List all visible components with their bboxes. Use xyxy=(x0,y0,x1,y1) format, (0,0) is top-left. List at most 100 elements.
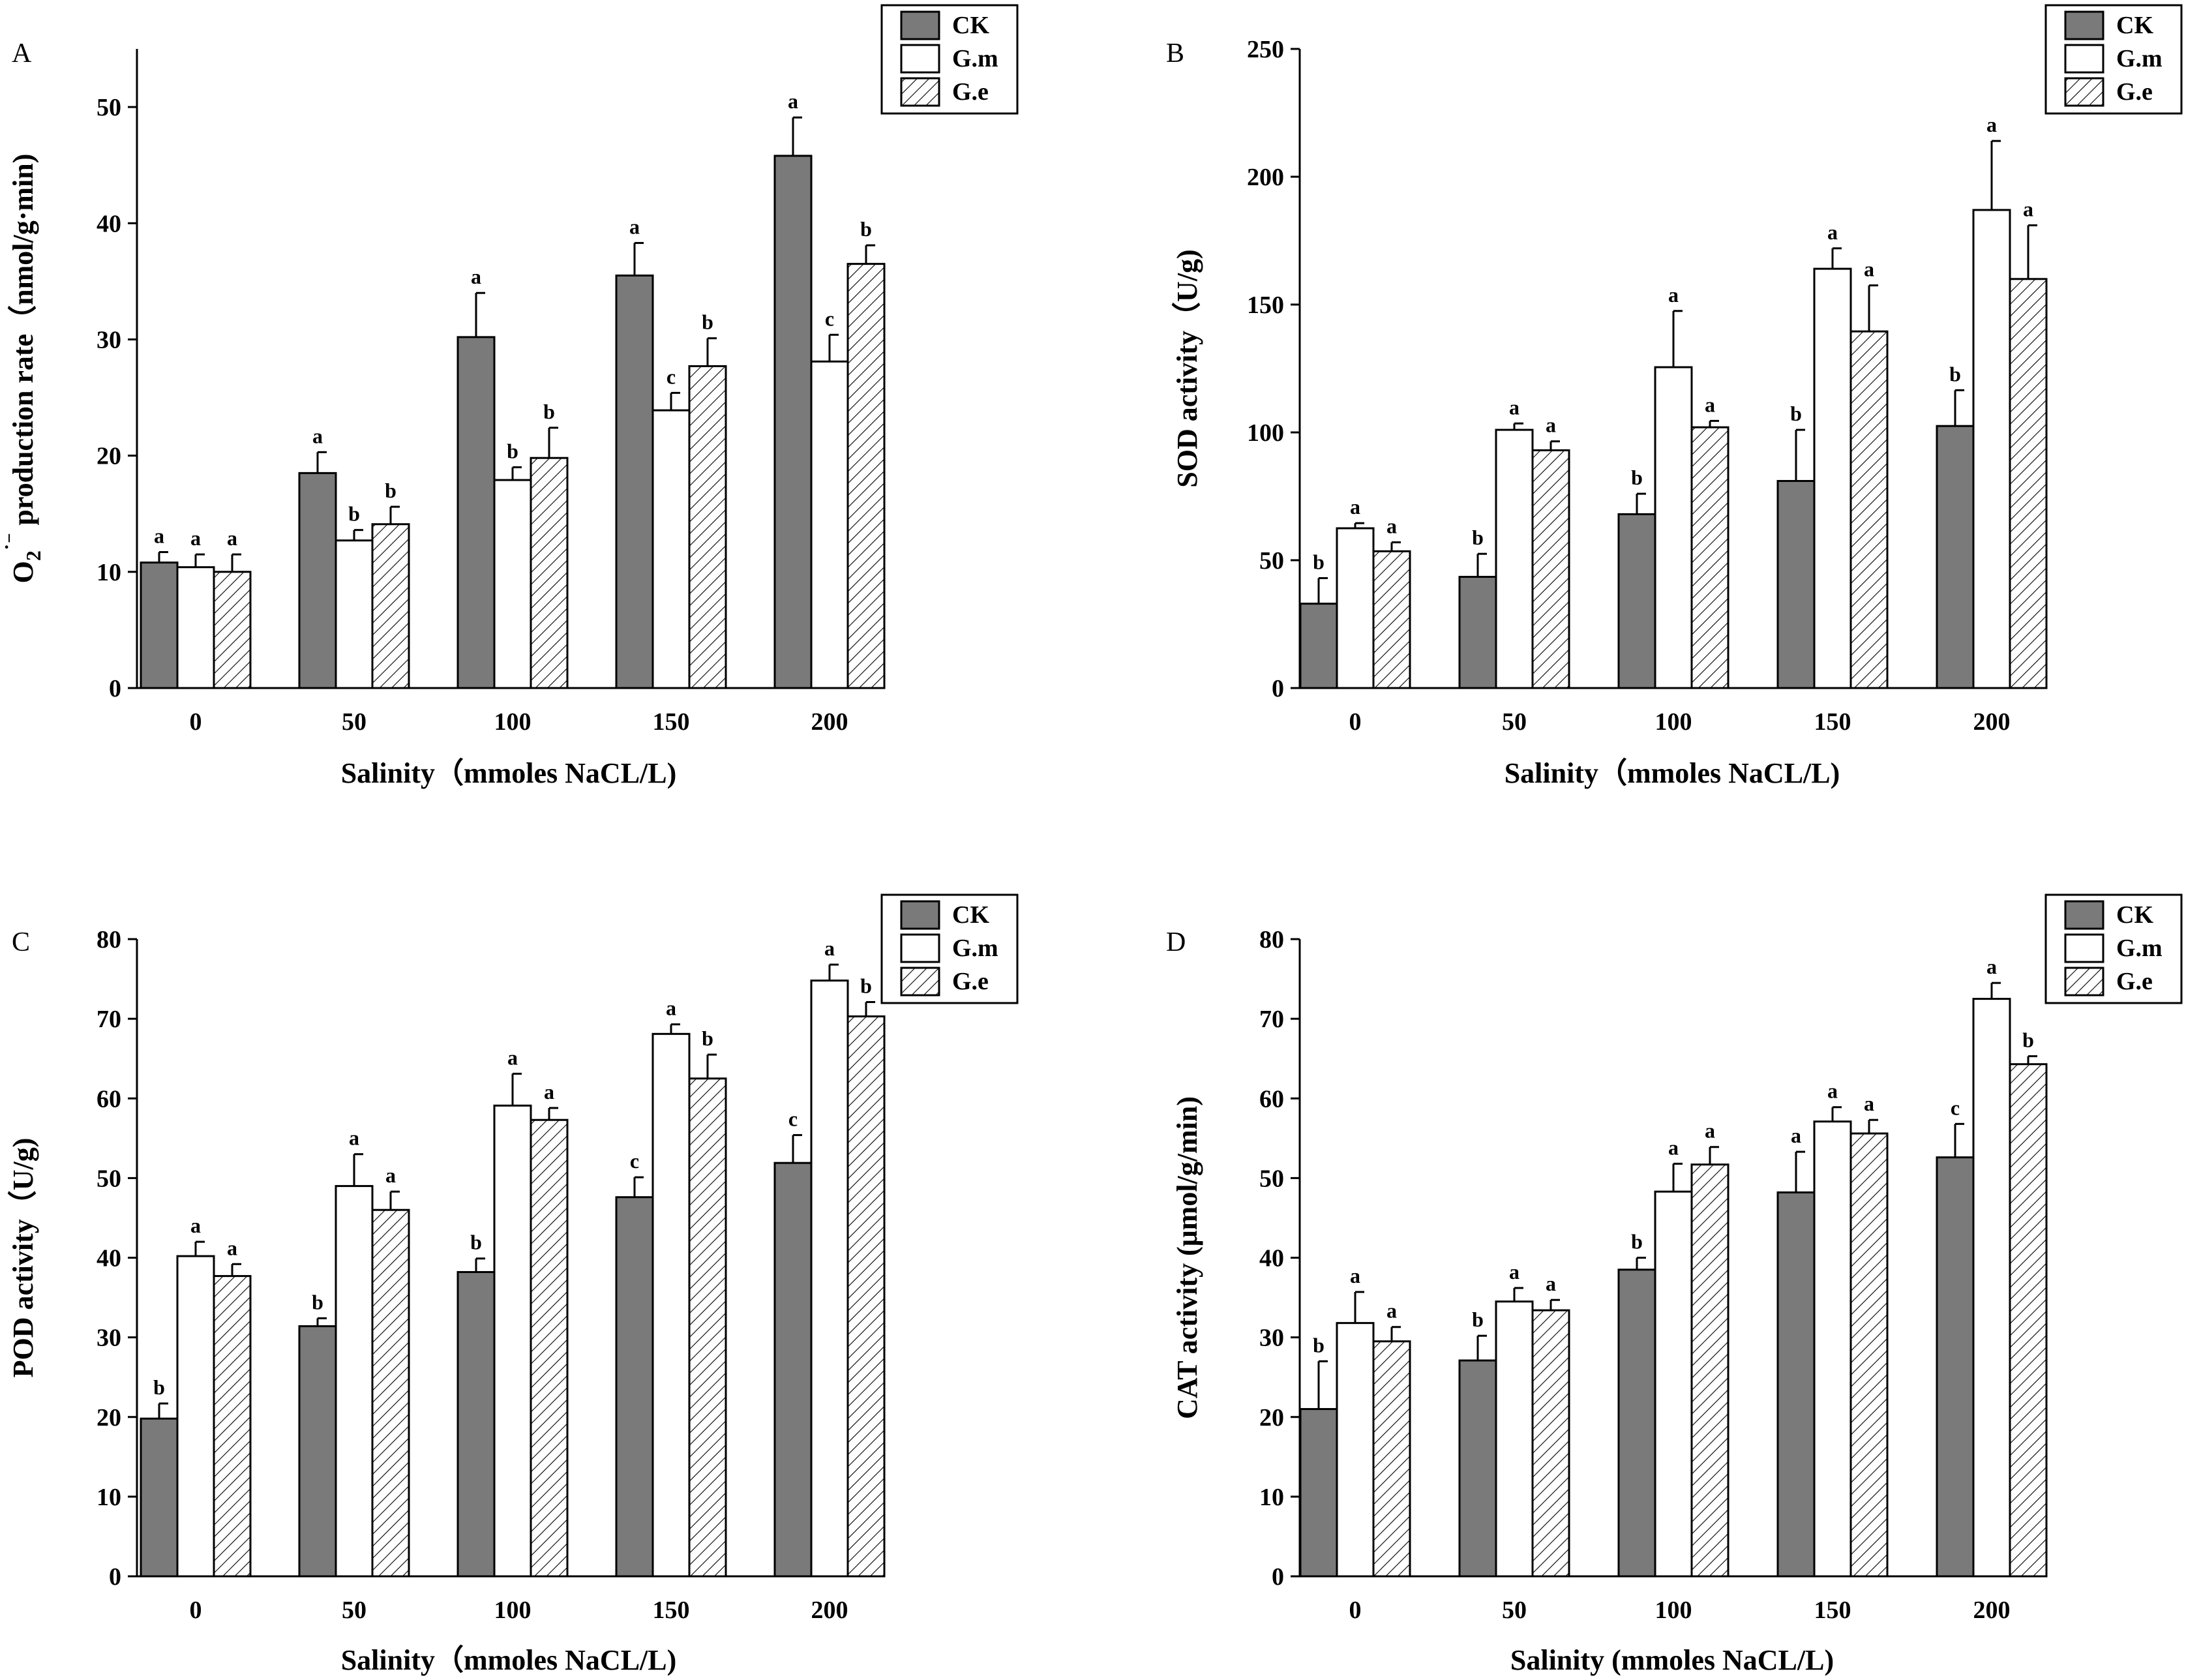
bar-ge-150 xyxy=(1849,330,1889,689)
x-axis-title: Salinity（mmoles NaCL/L) xyxy=(341,757,677,789)
y-tick-label: 50 xyxy=(97,1165,121,1192)
legend-swatch-gm xyxy=(900,44,940,74)
y-axis-title: O2˙⁻ production rate（nmol/g·min) xyxy=(1,154,45,584)
significance-letter: a xyxy=(190,526,201,550)
y-tick-label: 0 xyxy=(109,675,121,702)
significance-letter: a xyxy=(1986,113,1997,136)
bar-ge-50 xyxy=(371,1208,410,1578)
significance-letter: b xyxy=(860,974,872,997)
legend-label-ge: G.e xyxy=(2116,968,2153,995)
significance-letter: b xyxy=(702,310,713,334)
legend-swatch-ck xyxy=(900,900,940,930)
bar-ck-50 xyxy=(298,472,337,689)
legend-swatch-ck xyxy=(900,10,940,40)
bar-ck-100 xyxy=(1617,513,1656,689)
legend-swatch-ge xyxy=(2064,967,2104,997)
bar-ck-100 xyxy=(457,1270,496,1578)
y-tick-label: 10 xyxy=(97,1484,121,1511)
significance-letter: a xyxy=(471,265,481,288)
bar-ck-0 xyxy=(140,562,179,689)
significance-letter: b xyxy=(1631,1230,1643,1253)
bar-ck-200 xyxy=(773,155,813,689)
bar-ge-0 xyxy=(1372,550,1411,689)
bar-ck-50 xyxy=(298,1325,337,1578)
legend-label-gm: G.m xyxy=(952,935,998,962)
bar-ck-150 xyxy=(1776,479,1816,689)
y-tick-label: 40 xyxy=(1259,1245,1284,1272)
y-axis-title: POD activity（U/g) xyxy=(7,1138,39,1378)
significance-letter: b xyxy=(348,502,360,526)
x-tick-label: 50 xyxy=(342,708,367,736)
bar-gm-150 xyxy=(1813,267,1852,689)
bar-ck-200 xyxy=(773,1162,813,1578)
y-tick-label: 20 xyxy=(1259,1404,1284,1432)
significance-letter: a xyxy=(1705,1119,1715,1143)
y-tick-label: 40 xyxy=(97,1245,121,1272)
x-tick-label: 150 xyxy=(653,1597,690,1624)
significance-letter: a xyxy=(2023,197,2033,220)
bar-ge-50 xyxy=(371,523,410,689)
bar-gm-100 xyxy=(493,1104,532,1578)
legend-swatch-gm xyxy=(2064,44,2104,74)
legend-label-gm: G.m xyxy=(952,45,998,72)
bar-gm-0 xyxy=(1336,1322,1375,1578)
y-tick-label: 0 xyxy=(109,1563,121,1591)
y-tick-label: 50 xyxy=(1259,1165,1284,1192)
y-tick-label: 250 xyxy=(1247,36,1284,63)
significance-letter: c xyxy=(825,307,834,330)
x-axis-title: Salinity (mmoles NaCL/L) xyxy=(1510,1644,1834,1676)
y-tick-label: 200 xyxy=(1247,164,1284,191)
x-tick-label: 200 xyxy=(811,1597,848,1624)
bar-ck-150 xyxy=(615,274,654,689)
significance-letter: b xyxy=(153,1375,165,1399)
panel-letter: C xyxy=(12,927,30,957)
y-tick-label: 30 xyxy=(97,326,121,353)
bar-ge-200 xyxy=(2009,278,2048,689)
x-tick-label: 100 xyxy=(494,1597,532,1624)
bar-ge-100 xyxy=(1690,426,1729,689)
x-tick-label: 150 xyxy=(653,708,690,736)
significance-letter: a xyxy=(385,1163,396,1187)
legend-label-ck: CK xyxy=(2116,901,2153,929)
legend-swatch-ck xyxy=(2064,10,2104,40)
bar-gm-100 xyxy=(1654,1190,1693,1578)
x-tick-label: 0 xyxy=(1349,708,1362,736)
bar-ge-200 xyxy=(846,1015,886,1578)
legend-label-ck: CK xyxy=(2116,12,2153,39)
y-tick-label: 80 xyxy=(97,926,121,953)
bar-gm-150 xyxy=(651,409,691,689)
significance-letter: a xyxy=(1864,1092,1874,1115)
y-tick-label: 10 xyxy=(1259,1484,1284,1511)
significance-letter: c xyxy=(788,1107,798,1130)
legend: CK G.m G.e xyxy=(880,4,1019,115)
legend-swatch-ck xyxy=(2064,900,2104,930)
y-tick-label: 80 xyxy=(1259,926,1284,953)
bar-gm-0 xyxy=(1336,527,1375,689)
bar-gm-0 xyxy=(176,566,215,689)
x-tick-label: 150 xyxy=(1814,708,1851,736)
significance-letter: a xyxy=(1350,1264,1360,1287)
significance-letter: a xyxy=(1668,1135,1679,1159)
bar-ck-150 xyxy=(1776,1191,1816,1578)
bar-ck-200 xyxy=(1936,1156,1975,1578)
significance-letter: a xyxy=(1386,1299,1397,1323)
bar-gm-50 xyxy=(335,539,374,689)
legend-label-ge: G.e xyxy=(952,968,989,995)
legend-label-ge: G.e xyxy=(952,78,989,106)
x-tick-label: 100 xyxy=(494,708,532,736)
legend-label-ck: CK xyxy=(952,901,989,929)
y-tick-label: 30 xyxy=(1259,1325,1284,1352)
bar-gm-100 xyxy=(493,479,532,689)
significance-letter: a xyxy=(1864,258,1874,281)
y-tick-label: 10 xyxy=(97,559,121,586)
y-axis-title: CAT activity (μmol/g/min) xyxy=(1171,1096,1203,1419)
significance-letter: a xyxy=(1827,220,1838,244)
panel-letter: A xyxy=(12,38,32,68)
y-tick-label: 30 xyxy=(97,1325,121,1352)
bar-ck-50 xyxy=(1458,1359,1497,1578)
bar-gm-200 xyxy=(810,980,849,1578)
legend-label-gm: G.m xyxy=(2116,45,2163,72)
legend-label-ge: G.e xyxy=(2116,78,2153,106)
bar-gm-200 xyxy=(810,360,849,689)
significance-letter: b xyxy=(543,400,555,423)
